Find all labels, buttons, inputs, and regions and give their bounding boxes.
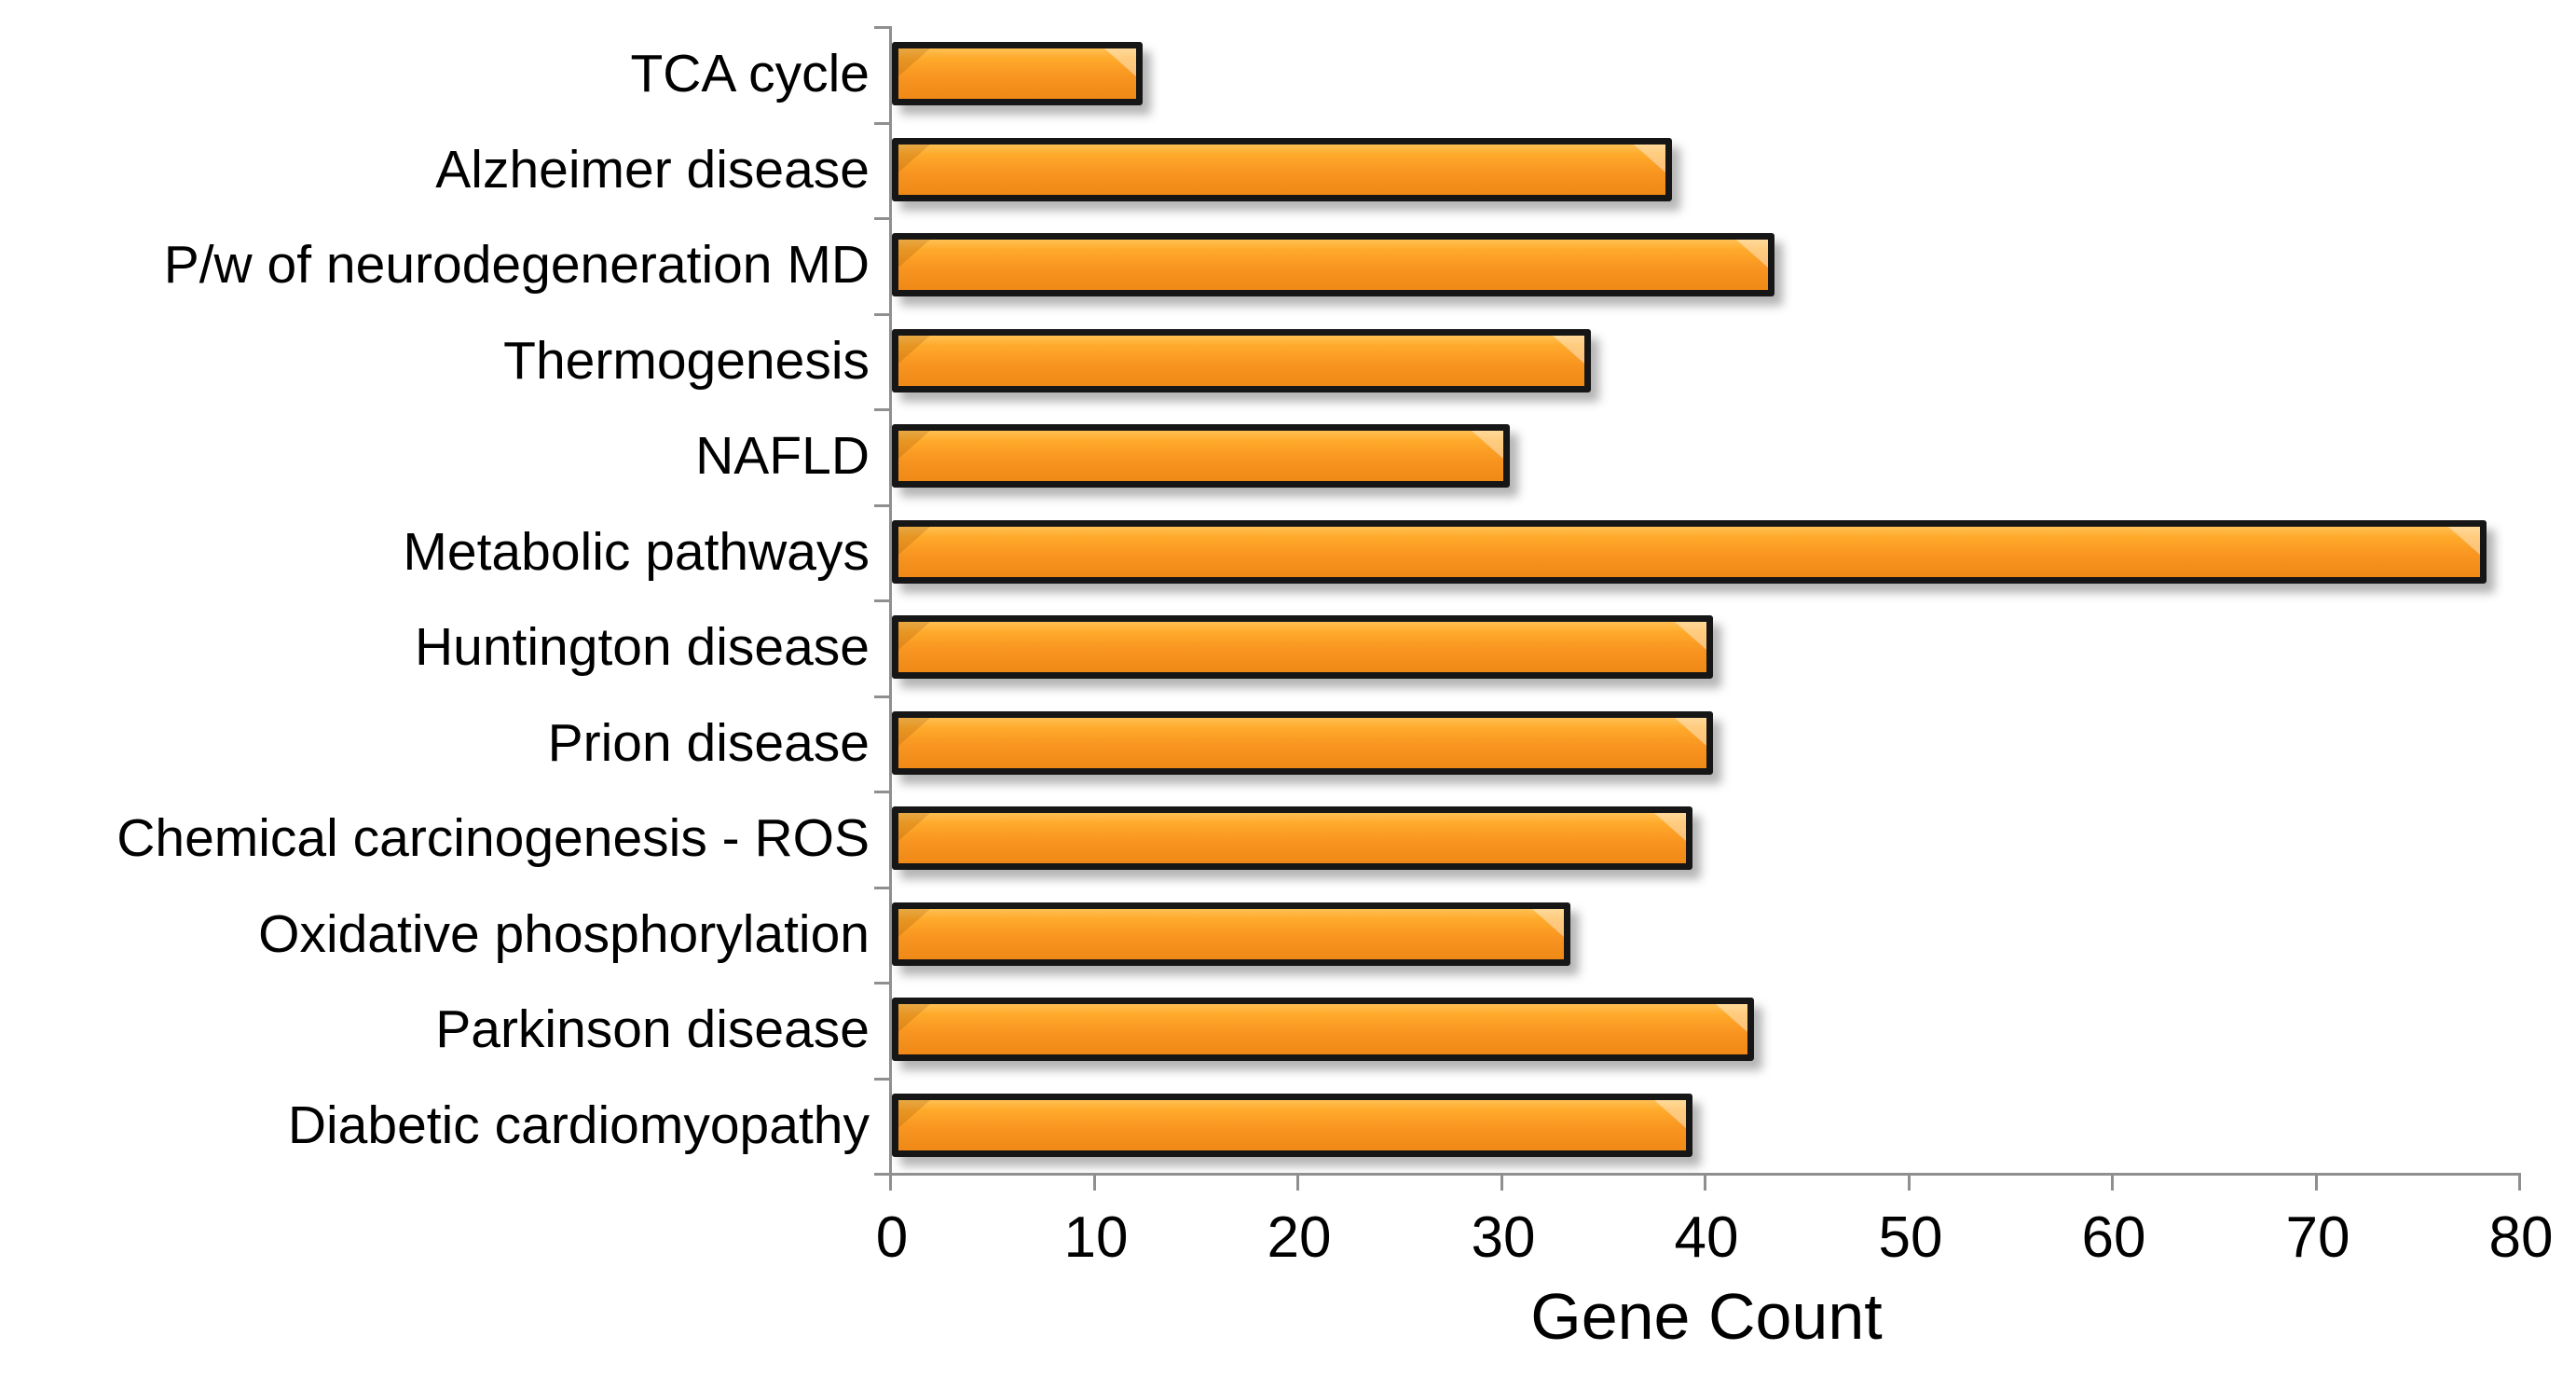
- bar: [892, 902, 1570, 966]
- bar: [892, 519, 2487, 584]
- bar: [892, 998, 1754, 1062]
- category-label: Huntington disease: [414, 617, 870, 678]
- category-label: Alzheimer disease: [435, 139, 870, 200]
- y-axis-tick: [874, 313, 889, 316]
- y-axis-tick: [874, 217, 889, 220]
- bar: [892, 1093, 1692, 1157]
- x-axis-tick-label: 20: [1267, 1205, 1332, 1270]
- y-axis-tick: [874, 1173, 889, 1176]
- y-axis-tick: [874, 982, 889, 985]
- x-axis-tick: [1908, 1173, 1911, 1191]
- x-axis-tick-label: 10: [1063, 1205, 1129, 1270]
- category-label: TCA cycle: [630, 44, 870, 104]
- category-label: NAFLD: [695, 426, 870, 487]
- category-label: Chemical carcinogenesis - ROS: [116, 808, 870, 869]
- y-axis-tick: [874, 1078, 889, 1081]
- x-axis-tick-label: 50: [1878, 1205, 1943, 1270]
- x-axis-tick: [2111, 1173, 2114, 1191]
- y-axis-tick: [874, 122, 889, 125]
- category-label: Prion disease: [547, 712, 870, 773]
- bar: [892, 424, 1510, 489]
- x-axis-tick-label: 60: [2081, 1205, 2146, 1270]
- bar: [892, 710, 1713, 775]
- x-axis-tick-label: 0: [875, 1205, 909, 1270]
- x-axis-tick: [2518, 1173, 2521, 1191]
- y-axis-tick: [874, 887, 889, 889]
- y-axis-tick: [874, 599, 889, 602]
- x-axis-title: Gene Count: [1530, 1280, 1883, 1353]
- bar: [892, 806, 1692, 871]
- x-axis-tick: [1704, 1173, 1706, 1191]
- x-axis-tick: [889, 1173, 892, 1191]
- category-label: Oxidative phosphorylation: [258, 903, 870, 964]
- bar: [892, 137, 1672, 201]
- x-axis-tick-label: 40: [1674, 1205, 1739, 1270]
- y-axis-line: [889, 26, 892, 1176]
- bar: [892, 42, 1143, 106]
- x-axis-tick-label: 80: [2488, 1205, 2554, 1270]
- category-label: P/w of neurodegeneration MD: [163, 235, 870, 296]
- x-axis-tick: [1093, 1173, 1096, 1191]
- x-axis-tick: [2315, 1173, 2318, 1191]
- y-axis-tick: [874, 695, 889, 698]
- bar: [892, 615, 1713, 680]
- category-label: Thermogenesis: [503, 330, 870, 391]
- y-axis-tick: [874, 504, 889, 507]
- bar: [892, 328, 1591, 392]
- x-axis-tick: [1296, 1173, 1299, 1191]
- category-label: Diabetic cardiomyopathy: [287, 1095, 870, 1155]
- x-axis-tick-label: 70: [2285, 1205, 2350, 1270]
- y-axis-tick: [874, 408, 889, 411]
- category-label: Metabolic pathways: [403, 521, 870, 582]
- bar: [892, 233, 1774, 297]
- y-axis-tick: [874, 791, 889, 793]
- y-axis-tick: [874, 26, 889, 29]
- x-axis-tick-label: 30: [1471, 1205, 1536, 1270]
- category-label: Parkinson disease: [435, 999, 870, 1060]
- x-axis-tick: [1500, 1173, 1503, 1191]
